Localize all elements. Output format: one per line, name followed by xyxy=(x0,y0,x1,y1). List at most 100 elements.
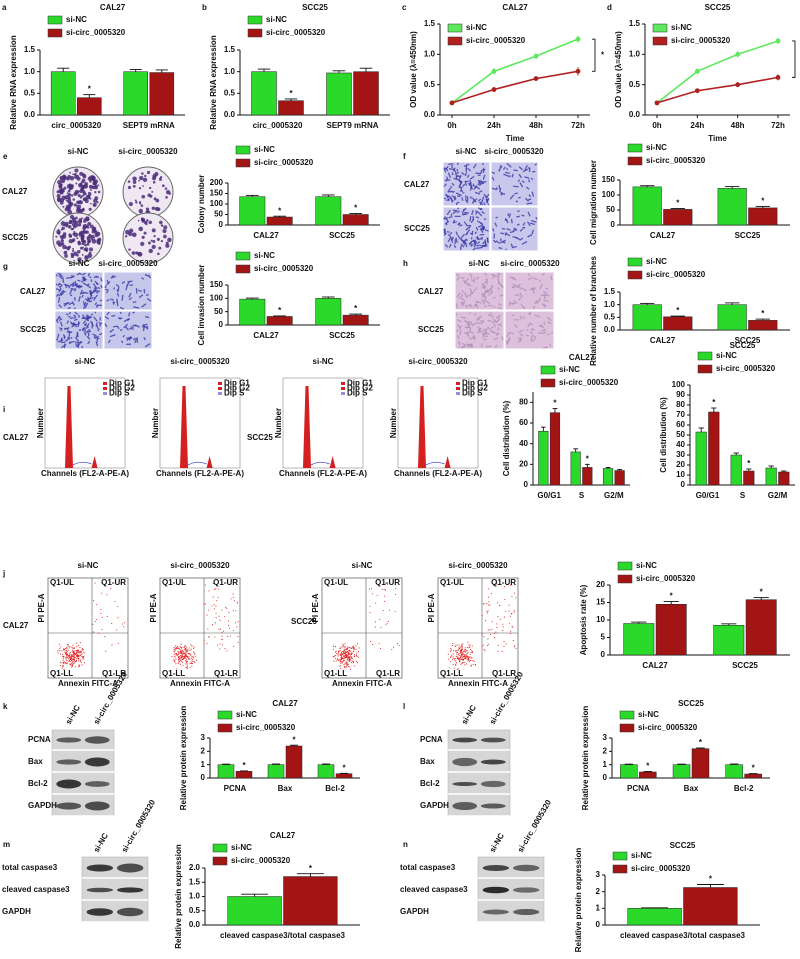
event xyxy=(101,592,103,594)
cell xyxy=(117,286,120,293)
bar xyxy=(549,412,561,486)
cell xyxy=(66,320,69,324)
cell xyxy=(63,301,70,305)
event xyxy=(345,661,348,663)
event xyxy=(461,662,463,664)
y-tick-label: 0.5 xyxy=(224,88,236,97)
cell xyxy=(501,336,504,341)
cell xyxy=(82,314,85,317)
event xyxy=(185,658,187,660)
event xyxy=(355,655,358,657)
cell xyxy=(456,319,462,323)
colony xyxy=(153,234,156,238)
cell xyxy=(447,172,452,179)
event xyxy=(346,655,348,657)
colony xyxy=(90,189,92,191)
event xyxy=(484,650,486,652)
x-axis-label: Time xyxy=(506,134,525,143)
colony xyxy=(57,197,61,201)
cell xyxy=(72,282,75,286)
y-axis-label: OD value (λ=450nm) xyxy=(409,31,418,108)
event xyxy=(193,660,195,662)
x-tick-label: G0/G1 xyxy=(537,491,561,500)
event xyxy=(348,660,350,662)
cell xyxy=(57,296,61,303)
cell xyxy=(142,324,145,328)
cell xyxy=(468,304,472,307)
event xyxy=(228,611,230,614)
event xyxy=(69,652,72,654)
bar xyxy=(730,454,742,486)
chart-title: CAL27 xyxy=(569,353,595,362)
cell xyxy=(535,216,538,220)
colony xyxy=(127,180,131,183)
x-tick-label: 48h xyxy=(529,121,543,130)
event xyxy=(72,663,74,665)
x-tick-label: CAL27 xyxy=(650,231,676,240)
bar xyxy=(315,196,342,226)
event xyxy=(486,603,488,605)
event xyxy=(92,623,94,625)
colony xyxy=(148,220,152,225)
g1-peak xyxy=(418,386,426,468)
event xyxy=(510,630,512,632)
colony xyxy=(127,185,132,190)
legend-swatch xyxy=(617,574,633,584)
colony xyxy=(87,221,92,226)
event xyxy=(346,659,348,661)
event xyxy=(78,666,80,668)
protein-band xyxy=(480,737,506,743)
event xyxy=(466,652,468,654)
event xyxy=(224,648,226,650)
colony xyxy=(138,208,144,214)
colony xyxy=(79,231,83,235)
cell xyxy=(59,327,63,330)
colony xyxy=(74,168,79,173)
colony xyxy=(81,195,84,197)
panel-letter: b xyxy=(202,3,207,12)
significance-label: * xyxy=(292,735,296,744)
significance-label: * xyxy=(760,588,764,597)
event xyxy=(191,655,193,657)
y-tick-label: 1.0 xyxy=(604,300,616,309)
chart-title: SCC25 xyxy=(670,841,696,850)
cell xyxy=(468,182,473,187)
cell xyxy=(107,339,111,344)
cell xyxy=(86,331,89,334)
culture-dish xyxy=(122,212,174,264)
event xyxy=(342,650,344,653)
event xyxy=(77,658,79,660)
legend-label: si-NC xyxy=(631,851,652,860)
cell xyxy=(465,232,469,236)
legend-swatch xyxy=(235,158,251,168)
cell xyxy=(472,247,476,251)
significance-label: * xyxy=(676,306,680,315)
cell xyxy=(122,334,126,338)
cell xyxy=(87,328,91,332)
colony xyxy=(141,172,144,175)
cell xyxy=(98,332,103,336)
event xyxy=(470,657,472,659)
cell xyxy=(494,344,498,348)
cell xyxy=(472,163,477,169)
band-label: PCNA xyxy=(420,735,443,744)
cell xyxy=(514,323,518,328)
event xyxy=(214,636,216,638)
event xyxy=(351,660,353,662)
cell xyxy=(484,228,489,232)
event xyxy=(71,659,73,661)
event xyxy=(342,661,344,663)
event xyxy=(371,588,373,590)
histogram-x-label: Channels (FL2-A-PE-A) xyxy=(41,469,129,478)
cell xyxy=(120,340,124,344)
colony xyxy=(148,248,153,254)
event xyxy=(333,660,335,662)
cell xyxy=(547,321,552,325)
event xyxy=(508,622,510,624)
colony xyxy=(90,202,92,205)
cell xyxy=(474,231,478,235)
column-label: si-circ_0005320 xyxy=(448,561,508,570)
event xyxy=(454,659,456,661)
event xyxy=(222,639,224,641)
panel-letter: c xyxy=(402,3,407,12)
